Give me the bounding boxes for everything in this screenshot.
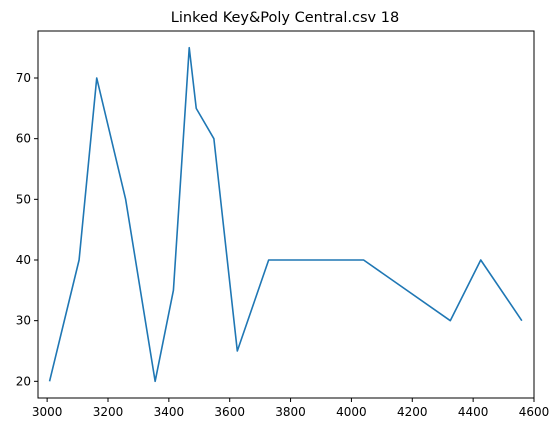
axes-frame — [37, 30, 535, 399]
series-line-1 — [48, 46, 523, 383]
y-tick-label: 40 — [16, 253, 31, 267]
y-axis: 20 30 40 50 60 70 — [16, 71, 38, 388]
x-axis: 3000 3200 3400 3600 3800 4000 4200 4400 4600 — [32, 398, 549, 419]
x-tick-label: 4200 — [397, 405, 428, 419]
plot-area — [48, 46, 523, 383]
x-tick-label: 4000 — [336, 405, 367, 419]
y-tick-label: 60 — [16, 132, 31, 146]
y-tick-label: 50 — [16, 192, 31, 206]
chart-title: Linked Key&Poly Central.csv 18 — [171, 10, 399, 26]
x-tick-label: 3400 — [154, 405, 185, 419]
x-tick-label: 3200 — [93, 405, 124, 419]
x-tick-label: 4600 — [519, 405, 550, 419]
y-tick-label: 20 — [16, 374, 31, 388]
x-tick-label: 3000 — [32, 405, 63, 419]
y-tick-label: 70 — [16, 71, 31, 85]
y-tick-label: 30 — [16, 314, 31, 328]
x-tick-label: 3600 — [214, 405, 245, 419]
x-tick-label: 4400 — [458, 405, 489, 419]
x-tick-label: 3800 — [275, 405, 306, 419]
